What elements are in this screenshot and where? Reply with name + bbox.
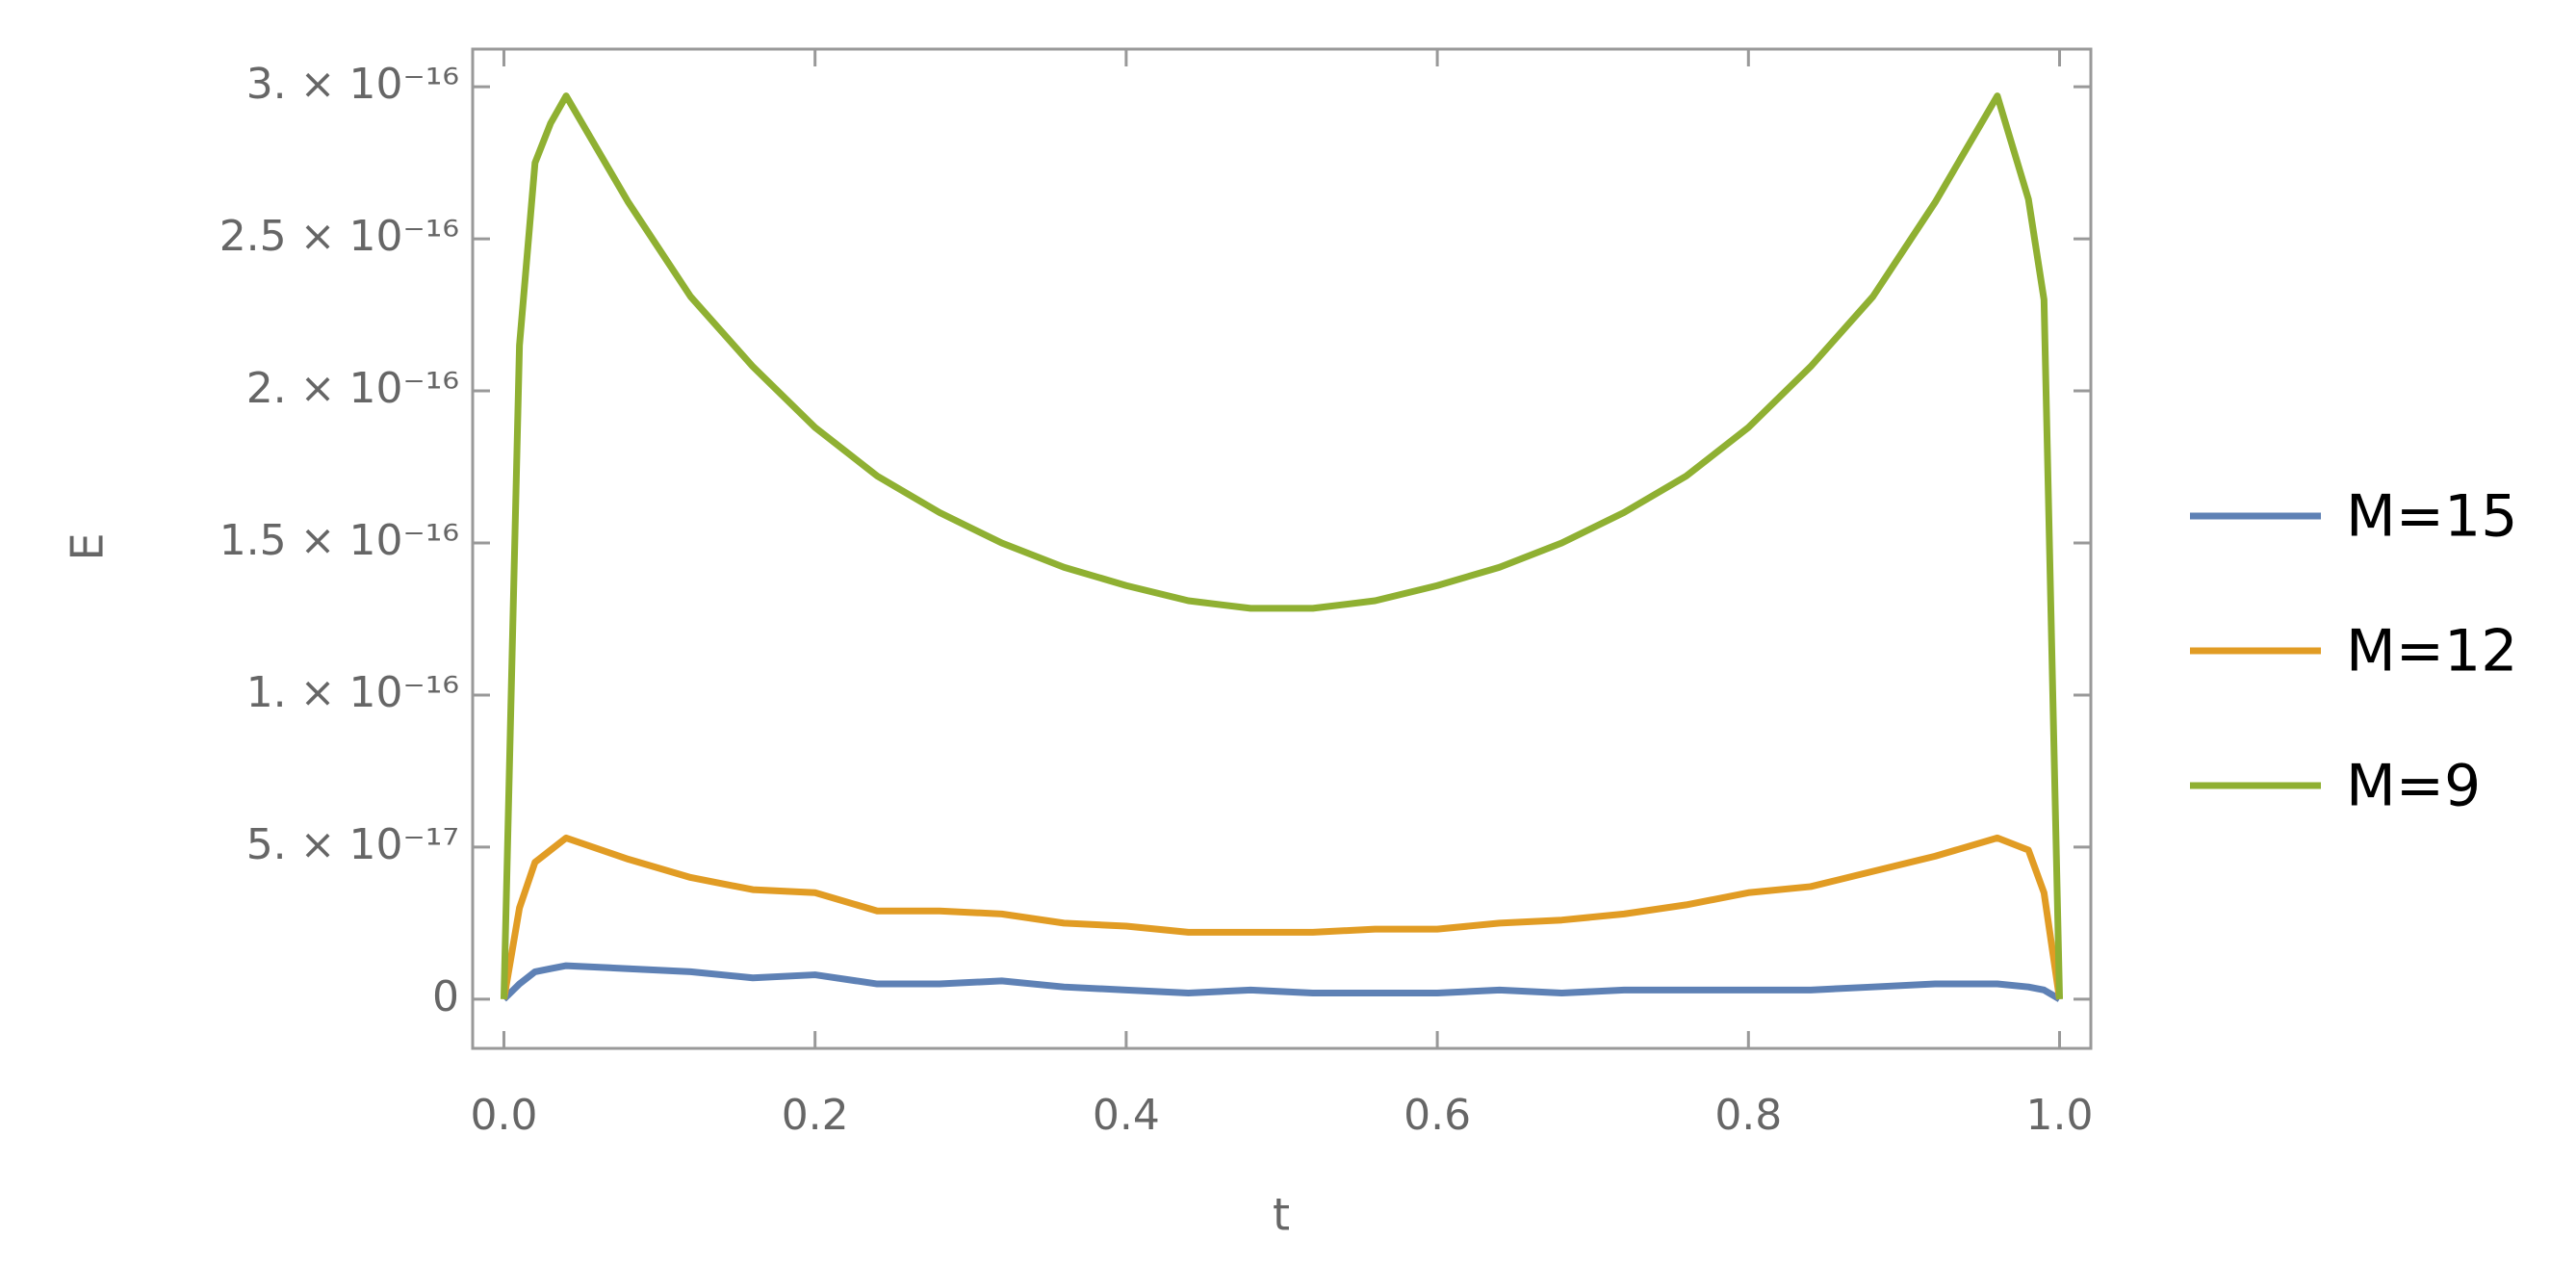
- x-axis-label: t: [1273, 1189, 1290, 1241]
- y-tick-label: 5. × 10⁻¹⁷: [246, 820, 459, 869]
- y-tick-label: 1.5 × 10⁻¹⁶: [219, 516, 459, 565]
- y-tick-label: 2.5 × 10⁻¹⁶: [219, 212, 459, 261]
- plot-frame: [471, 47, 2093, 1050]
- x-tick-label: 0.2: [782, 1091, 849, 1140]
- x-tick-label: 0.6: [1404, 1091, 1471, 1140]
- y-tick-label: 3. × 10⁻¹⁶: [246, 60, 459, 109]
- x-tick-label: 1.0: [2026, 1091, 2094, 1140]
- series-line: [501, 834, 2063, 1000]
- legend-label: M=12: [2346, 618, 2517, 685]
- series-line: [500, 92, 2064, 999]
- y-tick-label: 1. × 10⁻¹⁶: [246, 668, 459, 717]
- y-tick-label: 2. × 10⁻¹⁶: [246, 364, 459, 413]
- legend-label: M=9: [2346, 753, 2481, 820]
- x-tick-label: 0.4: [1093, 1091, 1160, 1140]
- y-tick-label: 0: [432, 972, 459, 1021]
- x-tick-label: 0.0: [470, 1091, 537, 1140]
- series-line: [502, 962, 2062, 1002]
- x-tick-label: 0.8: [1714, 1091, 1782, 1140]
- legend-label: M=15: [2346, 483, 2517, 551]
- y-axis-label: E: [62, 532, 114, 560]
